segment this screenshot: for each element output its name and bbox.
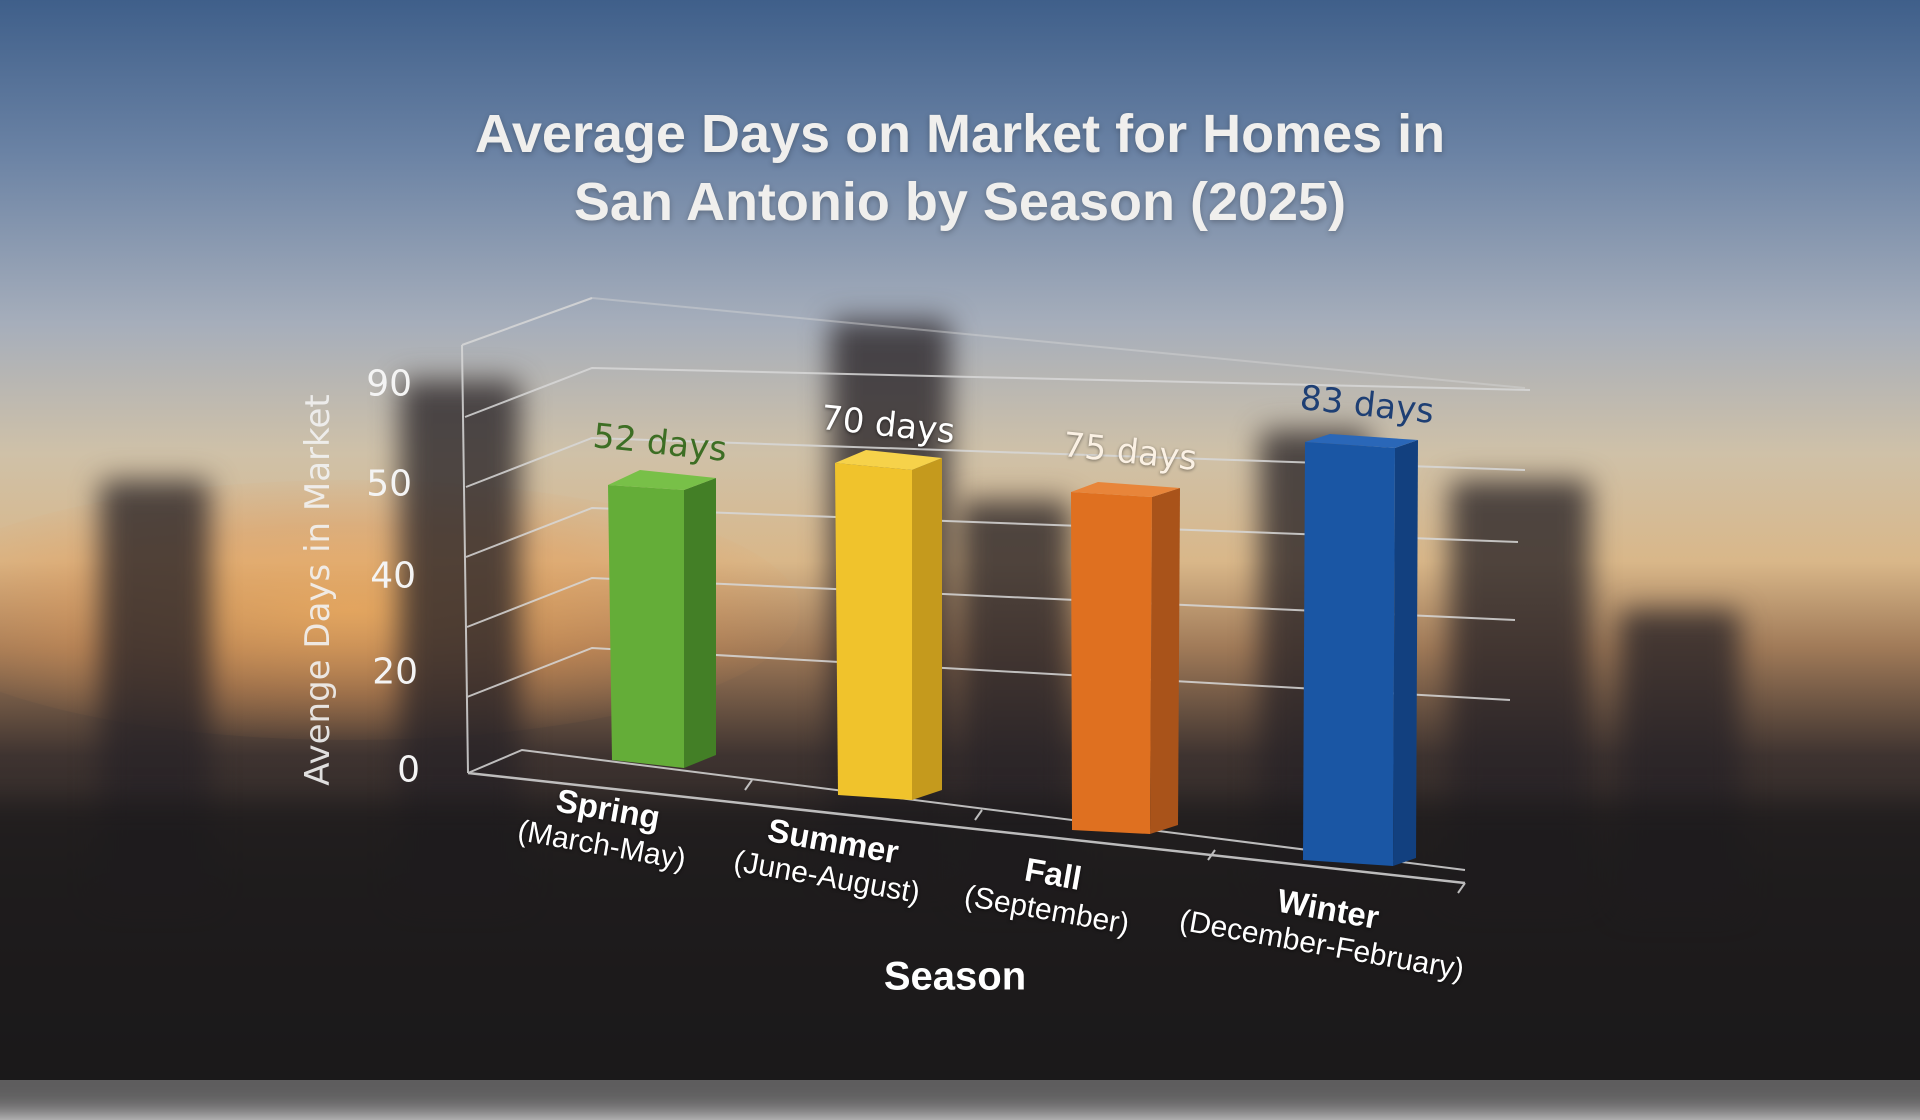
y-axis-title: Avenge Days in Market — [298, 394, 338, 786]
y-tick-40: 40 — [370, 555, 416, 597]
chart-title: Average Days on Market for Homes in San … — [0, 100, 1920, 236]
y-tick-0: 0 — [397, 749, 420, 791]
chart-title-line2: San Antonio by Season (2025) — [573, 172, 1347, 232]
bar-fall[interactable] — [1071, 482, 1180, 834]
bar-spring[interactable] — [608, 470, 716, 768]
blurred-foreground — [0, 800, 1920, 1120]
chart-plot-area — [461, 297, 1531, 894]
bar-summer[interactable] — [835, 450, 942, 800]
y-tick-20: 20 — [372, 651, 418, 693]
bar-winter[interactable] — [1303, 434, 1418, 866]
x-axis-title: Season — [883, 954, 1027, 999]
chart-title-line1: Average Days on Market for Homes in — [474, 104, 1446, 164]
y-tick-90: 90 — [366, 363, 412, 405]
y-tick-50: 50 — [366, 463, 412, 505]
